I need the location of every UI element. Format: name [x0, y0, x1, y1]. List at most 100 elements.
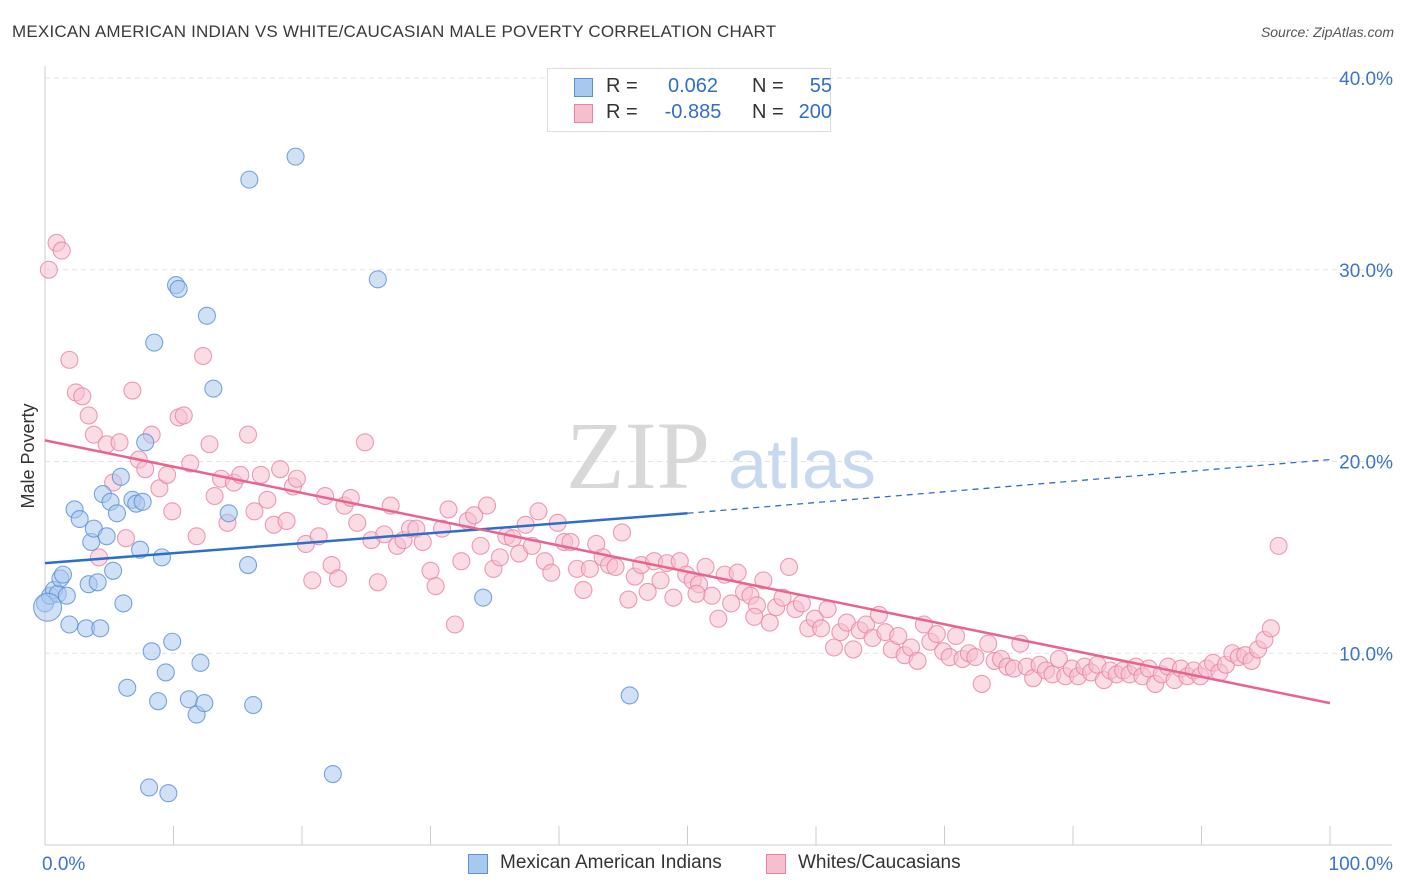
white-point — [110, 433, 129, 452]
white-point — [947, 626, 966, 646]
white-point — [979, 634, 998, 653]
white-point — [696, 557, 715, 577]
white-point — [205, 486, 224, 506]
white-point — [271, 460, 290, 479]
axes — [44, 66, 1392, 846]
white-point — [760, 613, 779, 632]
mexican-point — [163, 632, 182, 651]
white-point — [200, 435, 219, 454]
white-point — [465, 506, 484, 525]
white-point — [722, 594, 741, 613]
mexican-point — [286, 147, 305, 166]
mexican-point — [114, 594, 133, 613]
blue-swatch — [574, 78, 593, 97]
white-point — [773, 588, 792, 607]
white-point — [426, 577, 445, 596]
white-point — [702, 586, 721, 605]
series-legend: Mexican American Indians Whites/Caucasia… — [0, 852, 1406, 878]
mexican-point — [33, 592, 63, 622]
x-tick-label-max: 100.0% — [1329, 854, 1394, 875]
white-point — [277, 511, 296, 530]
mexican-point — [240, 170, 259, 189]
white-point — [745, 607, 764, 626]
white-point — [477, 496, 497, 515]
r-value: 0.062 — [667, 75, 719, 97]
white-point — [651, 571, 670, 590]
white-point — [452, 552, 471, 571]
mexican-point — [97, 527, 116, 546]
mexican-point — [323, 765, 342, 784]
n-value: 200 — [798, 101, 832, 123]
mexican-point — [474, 588, 493, 607]
mexican-point — [152, 548, 171, 567]
white-point — [328, 569, 348, 588]
mexican-point — [197, 306, 216, 325]
white-point — [972, 674, 991, 693]
white-point — [439, 500, 458, 519]
watermark-zip: ZIP — [566, 402, 710, 509]
mexican-point — [142, 642, 161, 661]
mexican-point — [140, 778, 159, 797]
white-point — [194, 346, 213, 366]
white-point — [927, 625, 946, 644]
white-point — [413, 532, 432, 552]
mexican-point — [145, 333, 164, 352]
white-point — [445, 615, 464, 634]
source-label: Source: ZipAtlas.com — [1260, 24, 1394, 40]
white-point — [779, 557, 799, 577]
mexican-trend-line — [44, 512, 688, 565]
white-point — [150, 479, 169, 498]
y-axis-title: Male Poverty — [18, 403, 38, 508]
blue-swatch — [468, 854, 488, 874]
white-point — [368, 573, 387, 592]
mexican-point — [88, 573, 107, 592]
white-trend-line — [44, 439, 1331, 705]
mexican-point — [70, 509, 89, 529]
white-point — [52, 241, 71, 260]
white-point — [174, 406, 193, 425]
white-point — [251, 465, 270, 484]
mexican-point — [191, 653, 210, 672]
white-point — [348, 513, 367, 532]
white-point — [889, 626, 908, 646]
white-point — [181, 454, 200, 473]
white-point — [158, 465, 177, 484]
white-point — [60, 350, 79, 369]
pink-swatch — [574, 104, 593, 123]
white-point — [375, 525, 394, 544]
axis-labels: 10.0% 20.0% 30.0% 40.0% 0.0% 100.0% Male Pover… — [18, 69, 1393, 875]
mexican-point — [179, 690, 198, 709]
white-point — [471, 536, 490, 555]
trend-lines — [44, 439, 1331, 705]
white-point — [163, 502, 182, 521]
white-point — [1261, 619, 1280, 638]
mexican-point — [620, 686, 639, 705]
y-tick-label: 40.0% — [1339, 69, 1393, 90]
y-tick-label: 20.0% — [1339, 453, 1393, 474]
y-tick-label: 10.0% — [1339, 644, 1393, 665]
r-label: R = — [606, 75, 638, 97]
white-point — [1269, 536, 1288, 555]
watermark: ZIP atlas — [566, 402, 876, 509]
n-label: N = — [752, 101, 784, 123]
white-point — [529, 502, 548, 521]
mexican-point — [238, 555, 258, 575]
mexican-point — [111, 467, 130, 486]
white-point — [542, 563, 561, 582]
mexican-point — [195, 694, 214, 713]
white-point — [245, 502, 264, 521]
mexican-point — [368, 270, 387, 289]
r-value: -0.885 — [664, 101, 722, 123]
white-point — [844, 640, 863, 659]
legend-label: Mexican American Indians — [500, 852, 722, 873]
mexican-point — [159, 784, 178, 803]
mexican-point — [136, 433, 155, 452]
mexican-point — [57, 586, 76, 605]
n-label: N = — [752, 75, 784, 97]
mexican-point — [53, 565, 73, 584]
white-point — [1049, 649, 1068, 669]
white-point — [490, 548, 509, 567]
mexican-point — [244, 695, 263, 715]
white-point — [612, 523, 632, 542]
white-point — [258, 490, 277, 509]
